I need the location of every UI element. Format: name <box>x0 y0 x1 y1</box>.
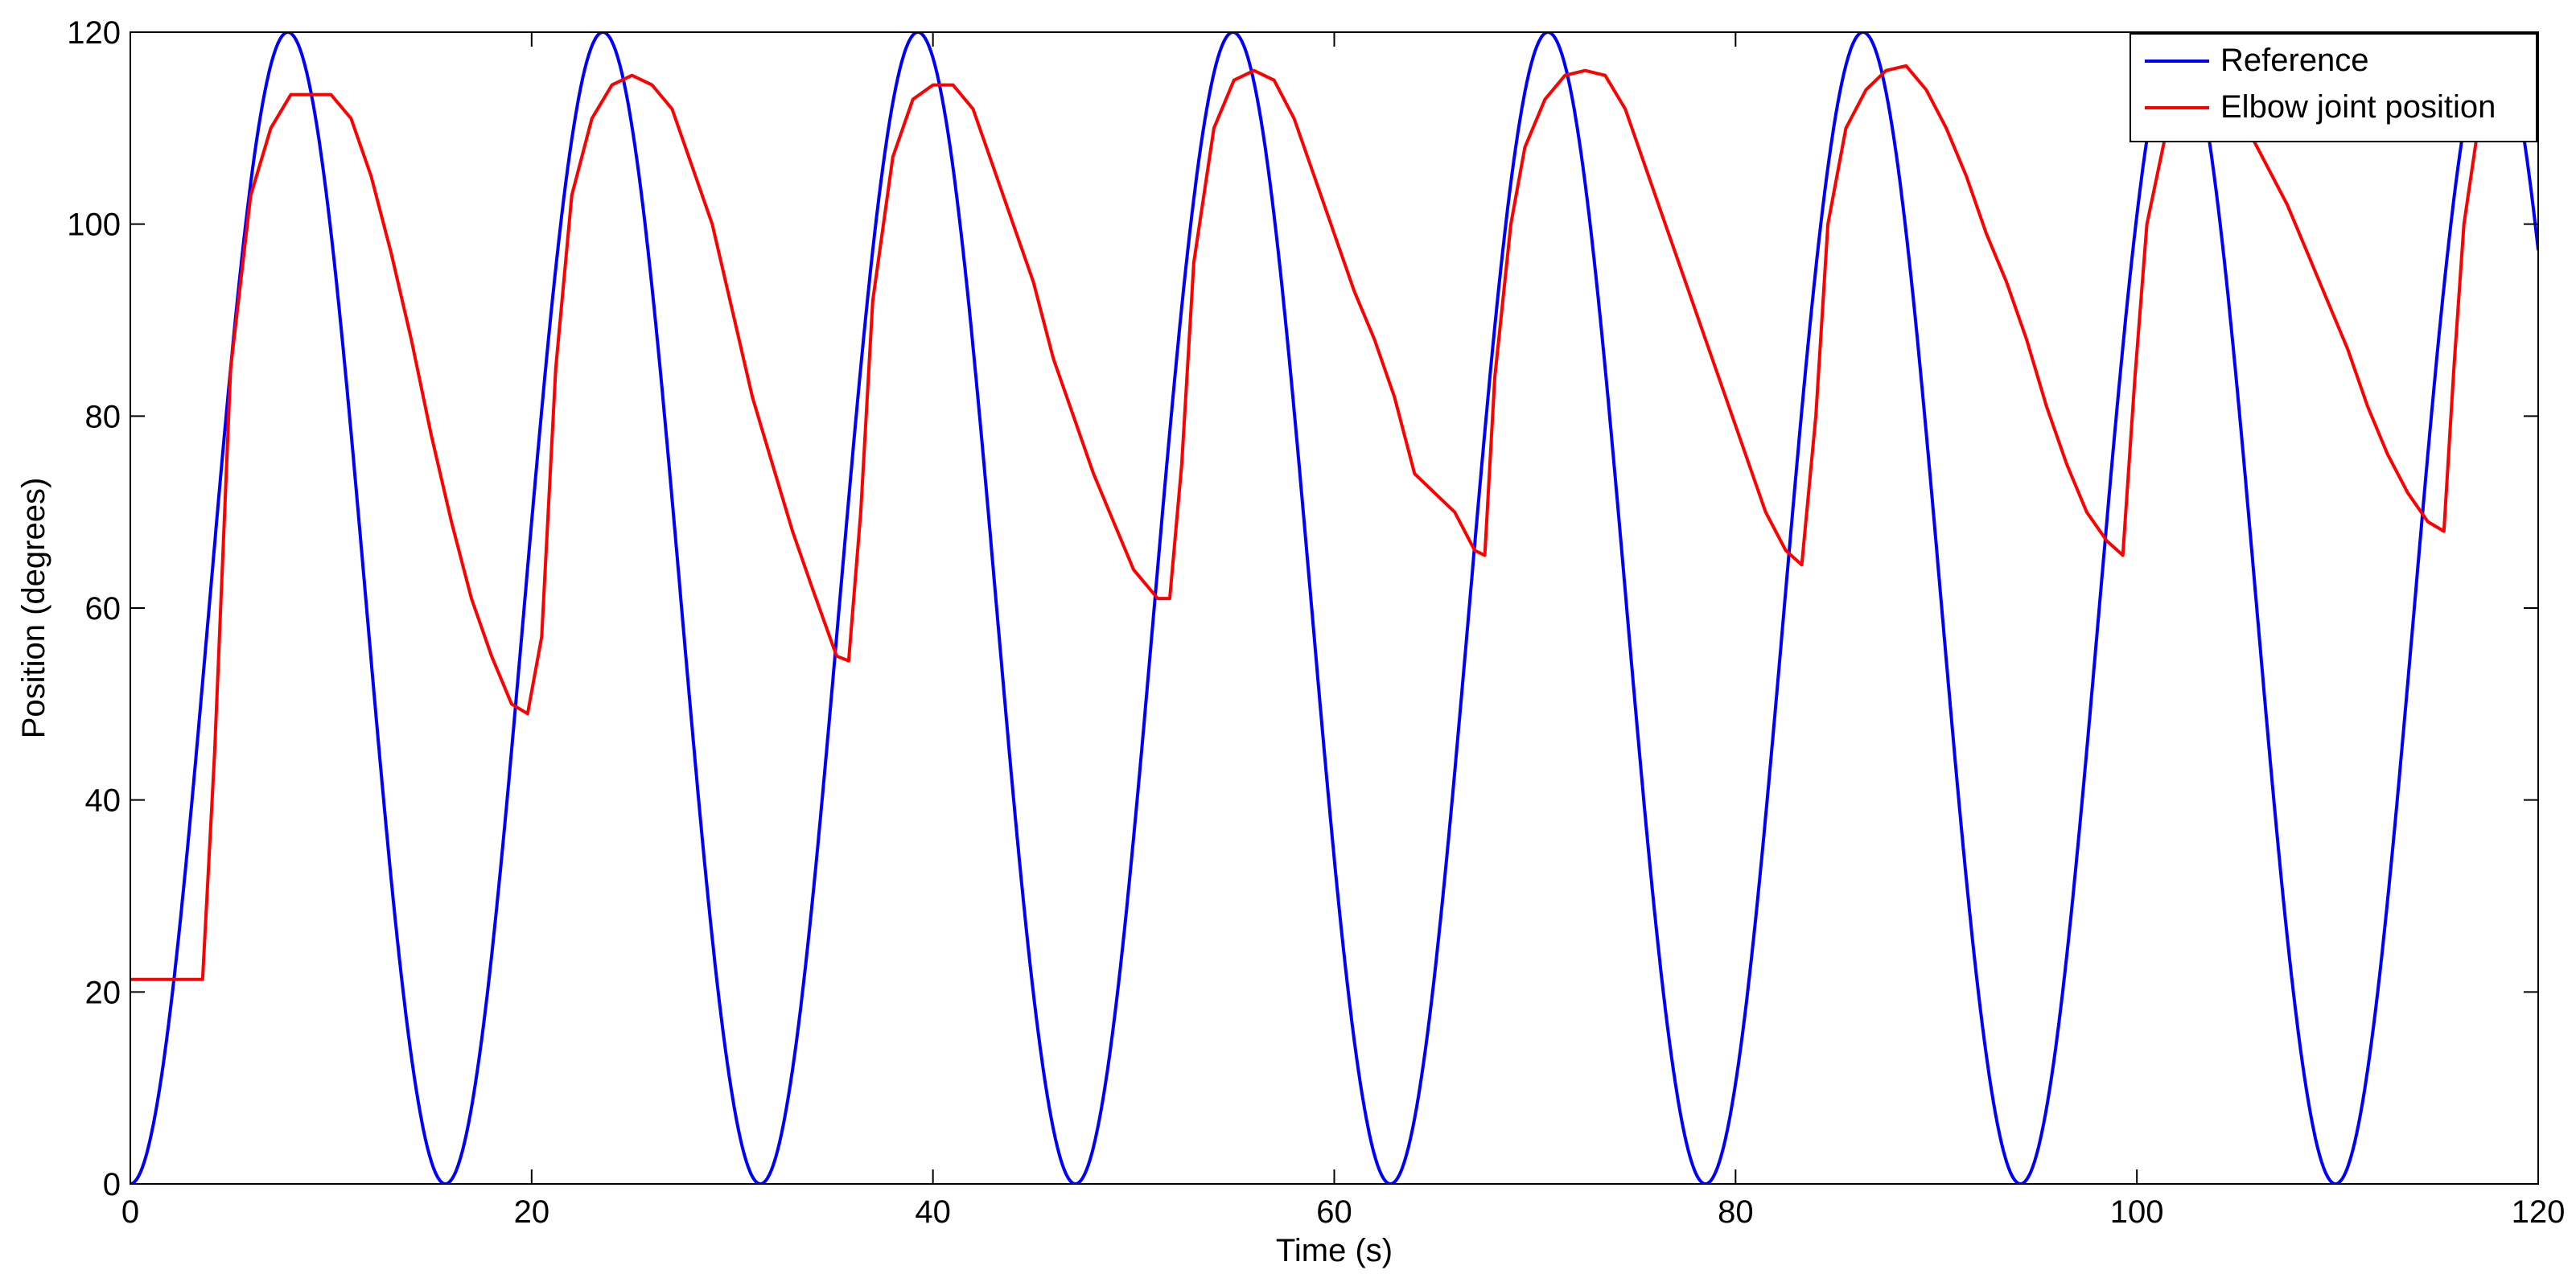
y-tick-label: 100 <box>67 208 121 243</box>
y-tick-label: 20 <box>85 975 121 1010</box>
plot-area-frame <box>130 31 2539 1185</box>
x-tick-label: 100 <box>2110 1194 2164 1230</box>
y-tick-label: 0 <box>103 1167 121 1202</box>
x-tick-label: 40 <box>915 1194 951 1230</box>
y-tick-label: 120 <box>67 15 121 51</box>
x-axis-label: Time (s) <box>1276 1233 1393 1268</box>
x-tick-label: 120 <box>2512 1194 2566 1230</box>
y-axis-label: Position (degrees) <box>16 478 51 739</box>
legend-label-elbow-joint-position: Elbow joint position <box>2220 89 2496 125</box>
y-tick-label: 60 <box>85 591 121 627</box>
y-tick-label: 40 <box>85 783 121 819</box>
x-tick-label: 60 <box>1316 1194 1352 1230</box>
legend: Reference Elbow joint position <box>2130 33 2537 142</box>
x-tick-label: 0 <box>121 1194 139 1230</box>
y-tick-label: 80 <box>85 399 121 434</box>
legend-box <box>2130 33 2537 142</box>
x-tick-label: 80 <box>1718 1194 1754 1230</box>
x-tick-label: 20 <box>514 1194 550 1230</box>
series-line-reference <box>130 32 2538 1184</box>
series-line-elbow-joint-position <box>130 64 2538 981</box>
legend-label-reference: Reference <box>2220 43 2369 78</box>
